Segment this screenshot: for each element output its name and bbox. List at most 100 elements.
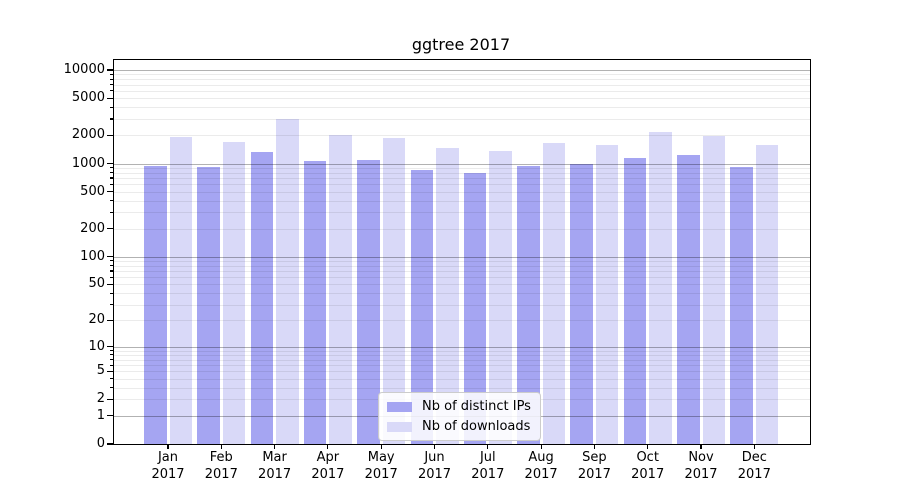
x-tick xyxy=(540,444,542,449)
y-minor-tick xyxy=(110,292,113,294)
gridline-minor xyxy=(114,304,810,306)
x-tick-label: Jun 2017 xyxy=(417,450,452,482)
gridline-minor xyxy=(114,98,810,100)
legend-item-downloads: Nb of downloads xyxy=(387,419,531,434)
x-tick xyxy=(593,444,595,449)
gridline-minor xyxy=(114,118,810,120)
bar-downloads xyxy=(222,141,246,444)
y-minor-tick xyxy=(110,364,113,366)
bar-distinct-ips xyxy=(517,166,540,444)
y-minor-tick xyxy=(110,260,113,262)
y-tick-label: 10 xyxy=(88,338,105,354)
bar-downloads xyxy=(382,137,406,444)
bar-distinct-ips xyxy=(410,170,433,444)
gridline-minor xyxy=(114,84,810,86)
bar-distinct-ips xyxy=(303,161,327,444)
x-tick-label: Oct 2017 xyxy=(631,450,665,482)
gridline-major xyxy=(114,70,810,71)
legend-item-distinct-ips: Nb of distinct IPs xyxy=(387,399,531,414)
gridline-minor xyxy=(114,107,810,109)
x-tick-label: Sep 2017 xyxy=(577,450,611,482)
y-minor-tick xyxy=(110,350,113,352)
gridline-minor xyxy=(114,74,810,76)
y-tick-label: 2 xyxy=(96,391,105,407)
y-tick-label: 20 xyxy=(88,312,105,328)
x-tick-label: Jan 2017 xyxy=(151,450,185,482)
bar-distinct-ips xyxy=(357,160,380,444)
y-tick-label: 10000 xyxy=(63,62,105,78)
gridline-minor xyxy=(114,172,810,174)
bar-downloads xyxy=(755,145,779,444)
y-minor-tick xyxy=(110,387,113,389)
y-minor-tick xyxy=(110,270,113,272)
bar-downloads xyxy=(329,135,352,444)
y-minor-tick xyxy=(110,73,113,75)
plot-area: 0 1 2 5 10 20 50 100 200 500 1000 2000 5000 10000 Jan 2… xyxy=(64,59,811,482)
y-tick xyxy=(107,319,113,321)
y-tick-label: 100 xyxy=(80,248,105,264)
x-tick-label: Dec 2017 xyxy=(737,450,771,482)
gridline-minor xyxy=(114,135,810,137)
bar-distinct-ips xyxy=(144,165,167,444)
x-tick xyxy=(700,444,702,449)
legend-label: Nb of distinct IPs xyxy=(422,399,531,414)
bar-downloads xyxy=(276,119,299,444)
gridline-minor xyxy=(114,90,810,92)
legend: Nb of distinct IPs Nb of downloads xyxy=(378,392,541,441)
gridline-minor xyxy=(114,191,810,193)
gridline-minor xyxy=(114,378,810,380)
y-tick xyxy=(107,228,113,230)
bar-downloads xyxy=(489,151,512,444)
gridline-minor xyxy=(114,270,810,272)
y-tick xyxy=(107,162,113,165)
y-tick xyxy=(107,256,113,258)
y-tick-label: 1000 xyxy=(71,155,105,171)
x-tick-label: Mar 2017 xyxy=(258,450,292,482)
x-tick xyxy=(433,444,436,449)
gridline-minor xyxy=(114,350,810,352)
y-tick-label: 200 xyxy=(80,220,105,236)
gridline-minor xyxy=(114,284,810,286)
bar-distinct-ips xyxy=(623,157,647,444)
y-tick-label: 500 xyxy=(80,183,105,199)
bar-distinct-ips xyxy=(197,167,220,444)
x-tick-label: May 2017 xyxy=(364,450,398,482)
bar-distinct-ips xyxy=(570,163,593,444)
y-tick-label: 5000 xyxy=(71,90,105,106)
x-tick-label: Nov 2017 xyxy=(684,450,718,482)
y-minor-tick xyxy=(110,167,113,169)
y-tick-label: 2000 xyxy=(71,127,105,143)
x-tick-label: Apr 2017 xyxy=(311,450,345,482)
y-tick-label: 0 xyxy=(96,436,105,452)
y-minor-tick xyxy=(110,84,113,86)
y-tick xyxy=(107,346,113,348)
gridline-minor xyxy=(114,184,810,186)
y-minor-tick xyxy=(110,172,113,174)
gridline-major xyxy=(114,256,810,258)
gridline-major xyxy=(114,163,810,165)
gridline-minor xyxy=(114,79,810,81)
y-minor-tick xyxy=(110,177,113,179)
y-tick-label: 1 xyxy=(96,408,105,424)
y-minor-tick xyxy=(110,90,113,92)
chart-title: ggtree 2017 xyxy=(411,35,511,54)
legend-swatch-distinct-ips xyxy=(387,401,412,412)
bar-downloads xyxy=(702,135,725,444)
x-tick xyxy=(220,444,222,449)
y-tick xyxy=(107,283,113,285)
gridline-minor xyxy=(114,320,810,322)
y-minor-tick xyxy=(110,118,113,120)
bar-distinct-ips xyxy=(677,155,700,444)
gridline-minor xyxy=(114,228,810,230)
y-minor-tick xyxy=(110,354,113,356)
bar-downloads xyxy=(542,143,566,444)
gridline-minor xyxy=(114,354,810,356)
y-tick xyxy=(107,69,113,71)
bar-downloads xyxy=(595,144,619,444)
gridline-major xyxy=(114,346,810,348)
y-minor-tick xyxy=(110,78,113,80)
bar-downloads xyxy=(169,137,192,444)
gridline-minor xyxy=(114,371,810,373)
x-tick xyxy=(274,444,276,449)
